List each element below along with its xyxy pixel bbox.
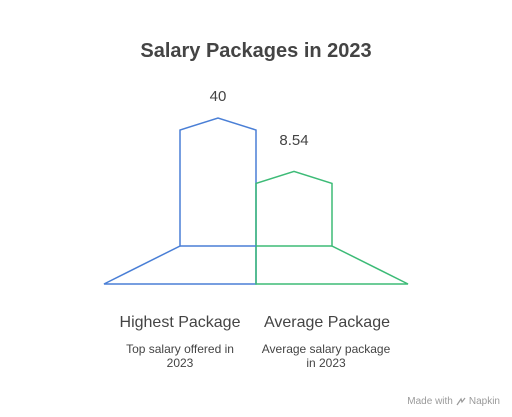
highest-package-label: Highest Package — [119, 314, 241, 331]
highest-package-description: Top salary offered in 2023 — [126, 342, 234, 370]
average-package-shape — [255, 170, 409, 285]
average-package-value: 8.54 — [279, 132, 308, 149]
napkin-logo-icon — [456, 397, 466, 405]
footer-attribution: Made with Napkin — [407, 396, 500, 407]
average-package-description: Average salary package in 2023 — [261, 342, 391, 370]
napkin-brand-text: Napkin — [468, 396, 500, 407]
chart-title: Salary Packages in 2023 — [140, 40, 372, 62]
average-package-block: Average Package — [254, 314, 400, 332]
average-package-label: Average Package — [263, 314, 390, 331]
highest-package-shape — [103, 117, 257, 285]
highest-package-block: Highest Package — [110, 314, 250, 332]
made-with-text: Made with — [407, 396, 453, 407]
highest-package-value: 40 — [210, 88, 227, 105]
